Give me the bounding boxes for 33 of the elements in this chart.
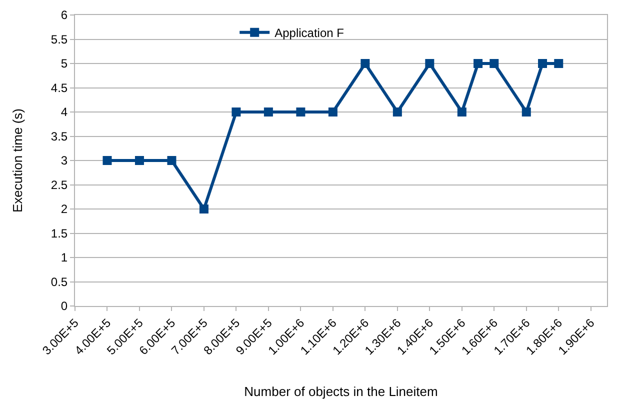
y-tick-label: 3 bbox=[60, 154, 68, 168]
y-axis-title: Execution time (s) bbox=[10, 108, 25, 213]
y-tick-label: 5 bbox=[60, 56, 68, 71]
point bbox=[199, 204, 208, 214]
point bbox=[522, 108, 531, 116]
y-tick-label: 2 bbox=[60, 202, 68, 216]
y-tick-label: 3.5 bbox=[50, 129, 68, 144]
y-tick-label: 5.5 bbox=[50, 32, 68, 46]
point bbox=[232, 108, 241, 116]
point bbox=[134, 156, 144, 165]
point bbox=[392, 108, 402, 116]
point bbox=[538, 59, 548, 68]
point bbox=[360, 59, 370, 68]
legend-label: Application F bbox=[274, 26, 344, 40]
y-tick-label: 1 bbox=[60, 250, 68, 265]
y-tick-label: 4 bbox=[60, 105, 68, 120]
point bbox=[554, 59, 564, 68]
point bbox=[457, 108, 466, 116]
y-tick-label: 2.5 bbox=[50, 178, 68, 192]
point bbox=[474, 59, 483, 68]
point bbox=[425, 59, 434, 68]
x-axis-title: Number of objects in the Lineitem bbox=[244, 384, 438, 400]
point bbox=[328, 108, 338, 116]
y-tick-label: 0.5 bbox=[50, 274, 68, 289]
y-tick-label: 4.5 bbox=[50, 80, 68, 95]
y-tick-label: 1.5 bbox=[50, 226, 68, 240]
y-tick-label: 6 bbox=[60, 8, 68, 22]
point bbox=[102, 156, 112, 165]
point bbox=[296, 108, 306, 116]
point bbox=[490, 59, 499, 68]
point bbox=[264, 108, 273, 116]
point bbox=[167, 156, 176, 165]
y-tick-label: 0 bbox=[60, 299, 68, 314]
